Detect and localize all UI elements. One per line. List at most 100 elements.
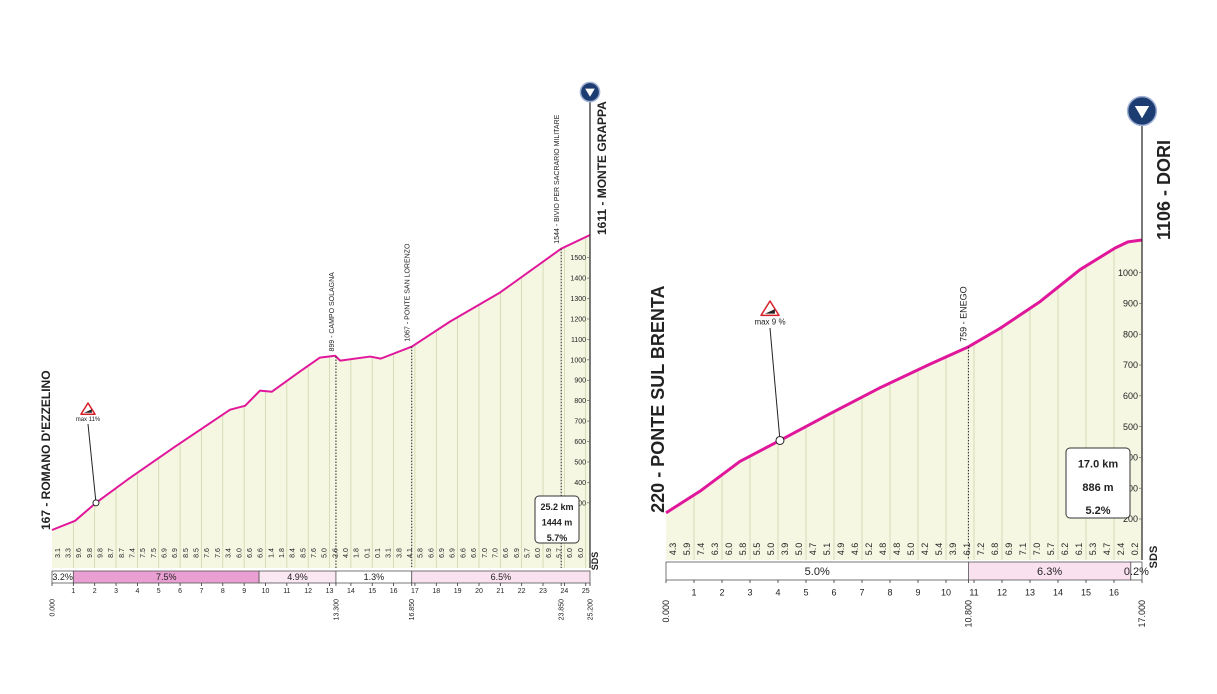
y-tick-label: 1300 <box>570 296 586 303</box>
gradient-label: 6.8 <box>990 543 1000 556</box>
gradient-label: 6.0 <box>567 548 574 558</box>
waypoint-label: 759 - ENEGO <box>958 286 968 342</box>
gradient-label: 5.0 <box>906 543 916 556</box>
sector-label: 0.2% <box>1124 566 1149 578</box>
gradient-label: 3.3 <box>65 548 72 558</box>
gradient-label: 5.7 <box>1046 543 1056 556</box>
gradient-label: 7.5 <box>140 548 147 558</box>
x-tick-label: 5 <box>157 588 161 595</box>
gradient-label: 6.0 <box>236 548 243 558</box>
gradient-label: 7.6 <box>204 548 211 558</box>
summary-text: 886 m <box>1082 482 1113 494</box>
x-tick-label: 25 <box>582 588 590 595</box>
gradient-label: 4.1 <box>407 548 414 558</box>
x-tick-label: 16 <box>390 588 398 595</box>
gradient-label: 2.4 <box>1116 543 1126 556</box>
gradient-label: 7.4 <box>696 543 706 556</box>
gradient-label: 5.7 <box>524 548 531 558</box>
finish-label: 1106 - DORI <box>1154 140 1174 240</box>
y-tick-label: 500 <box>574 459 586 466</box>
gradient-label: 6.0 <box>724 543 734 556</box>
landmark-km-label: 16.850 <box>409 599 416 621</box>
x-tick-label: 8 <box>221 588 225 595</box>
y-tick-label: 800 <box>574 398 586 405</box>
gradient-label: 3.1 <box>386 548 393 558</box>
y-tick-label: 1000 <box>1118 268 1138 278</box>
gradient-label: 6.9 <box>546 548 553 558</box>
x-tick-label: 4 <box>775 588 780 598</box>
landmark-km-label: 0.000 <box>49 599 56 617</box>
x-tick-label: 12 <box>997 588 1007 598</box>
y-tick-label: 700 <box>574 419 586 426</box>
landmark-km-label: 0.000 <box>661 600 671 623</box>
gradient-label: 1.4 <box>268 548 275 558</box>
x-tick-label: 4 <box>135 588 139 595</box>
gradient-label: 4.2 <box>920 543 930 556</box>
waypoint-label: 1544 - BIVIO PER SACRARIO MILITARE <box>554 114 561 243</box>
x-tick-label: 19 <box>454 588 462 595</box>
gradient-label: 5.8 <box>738 543 748 556</box>
max-gradient-leader <box>87 423 97 503</box>
x-tick-label: 6 <box>831 588 836 598</box>
summary-text: 5.2% <box>1085 505 1110 517</box>
waypoint-label: 1067 - PONTE SAN LORENZO <box>405 243 412 342</box>
x-tick-label: 3 <box>747 588 752 598</box>
finish-label: 1611 - MONTE GRAPPA <box>595 101 609 235</box>
gradient-label: 6.6 <box>247 548 254 558</box>
gradient-label: 3.9 <box>948 543 958 556</box>
x-tick-label: 9 <box>242 588 246 595</box>
x-tick-label: 15 <box>1081 588 1091 598</box>
x-tick-label: 9 <box>915 588 920 598</box>
x-tick-label: 1 <box>691 588 696 598</box>
gradient-label: 5.0 <box>794 543 804 556</box>
max-gradient-icon-slope <box>765 309 775 314</box>
profile-fill <box>666 240 1142 560</box>
gradient-label: 6.9 <box>1004 543 1014 556</box>
max-gradient-point <box>775 435 785 445</box>
x-tick-label: 20 <box>475 588 483 595</box>
x-tick-label: 1 <box>71 588 75 595</box>
gradient-label: 6.1 <box>1074 543 1084 556</box>
y-tick-label: 1000 <box>570 357 586 364</box>
gradient-label: 4.8 <box>892 543 902 556</box>
gradient-label: 1.8 <box>354 548 361 558</box>
gradient-label: 5.9 <box>682 543 692 556</box>
summary-box <box>1065 447 1131 519</box>
max-gradient-label: max 9 % <box>754 317 785 326</box>
finish-icon-mark <box>1134 105 1150 119</box>
summary-text: 5.7% <box>547 533 568 543</box>
gradient-label: 3.4 <box>226 548 233 558</box>
gradient-label: 7.0 <box>1032 543 1042 556</box>
gradient-label: 5.3 <box>1088 543 1098 556</box>
gradient-label: 8.7 <box>119 548 126 558</box>
profile-fill <box>52 235 590 568</box>
x-tick-label: 7 <box>199 588 203 595</box>
gradient-label: 4.3 <box>668 543 678 556</box>
gradient-label: 5.0 <box>322 548 329 558</box>
x-tick-label: 21 <box>496 588 504 595</box>
gradient-label: 4.6 <box>850 543 860 556</box>
gradient-label: 6.0 <box>535 548 542 558</box>
y-tick-label: 500 <box>1123 422 1138 432</box>
gradient-label: 7.0 <box>492 548 499 558</box>
x-tick-label: 3 <box>114 588 118 595</box>
gradient-label: 9.8 <box>97 548 104 558</box>
x-tick-label: 18 <box>432 588 440 595</box>
y-tick-label: 1500 <box>570 255 586 262</box>
sector-label: 6.5% <box>491 572 512 582</box>
gradient-label: 6.9 <box>514 548 521 558</box>
max-gradient-leader <box>769 327 781 441</box>
summary-text: 17.0 km <box>1078 459 1119 471</box>
x-tick-label: 13 <box>1025 588 1035 598</box>
elevation-line <box>665 238 1143 515</box>
summary-box <box>534 495 580 544</box>
x-tick-label: 16 <box>1109 588 1119 598</box>
gradient-label: 5.2 <box>864 543 874 556</box>
y-tick-label: 400 <box>574 480 586 487</box>
sector-label: 5.0% <box>805 566 830 578</box>
gradient-label: 4.9 <box>836 543 846 556</box>
gradient-label: 7.6 <box>215 548 222 558</box>
x-tick-label: 2 <box>719 588 724 598</box>
sector-bar <box>411 570 591 584</box>
x-tick-label: 2 <box>93 588 97 595</box>
